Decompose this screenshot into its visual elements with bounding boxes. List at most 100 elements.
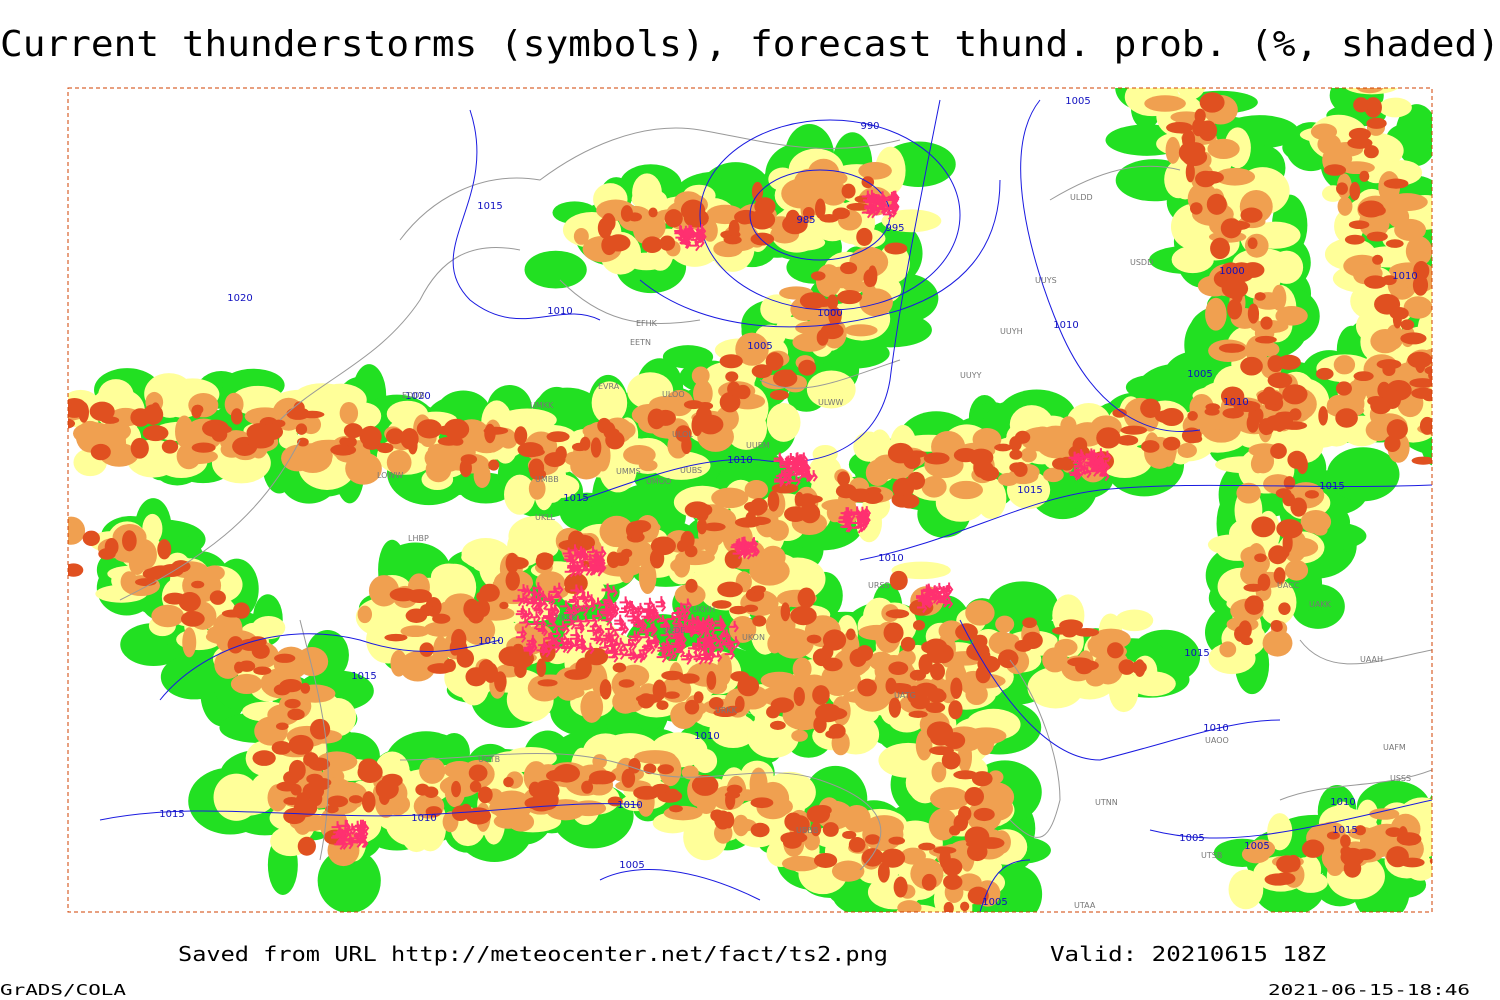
shade-cell: [806, 805, 831, 824]
shade-cell: [684, 699, 700, 715]
shade-cell: [1106, 642, 1124, 659]
shade-cell: [769, 820, 792, 867]
shade-cell: [828, 307, 842, 326]
shade-cell: [906, 450, 927, 458]
shade-cell: [451, 628, 467, 651]
shade-cell: [432, 613, 451, 624]
shade-cell: [1344, 234, 1365, 245]
shade-cell: [192, 404, 204, 415]
shade-cell: [1238, 620, 1252, 640]
shade-cell: [941, 751, 961, 770]
isobar-label: 1010: [547, 306, 572, 317]
shade-cell: [1258, 418, 1275, 436]
station-label: UUYY: [960, 371, 982, 380]
shade-cell: [362, 439, 382, 450]
shade-cell: [68, 516, 86, 545]
coastline: [1279, 639, 1432, 801]
shade-cell: [1348, 127, 1371, 141]
shade-cell: [1290, 497, 1307, 517]
shade-cell: [108, 421, 127, 453]
shade-cell: [1273, 872, 1296, 885]
shade-cell: [914, 682, 938, 697]
shade-cell: [1301, 420, 1349, 444]
shade-cell: [230, 673, 263, 694]
station-label: EFHK: [636, 319, 658, 328]
shade-cell: [234, 661, 244, 674]
shade-cell: [893, 876, 908, 898]
station-label: UKHH: [692, 605, 715, 614]
station-label: UUYH: [1000, 327, 1023, 336]
shade-cell: [918, 842, 936, 851]
shade-cell: [405, 608, 428, 623]
shade-cell: [1233, 400, 1261, 412]
shade-cell: [1296, 455, 1308, 475]
shade-cell: [1395, 104, 1432, 166]
shade-cell: [1214, 167, 1256, 186]
isobar-label: 1010: [1223, 397, 1248, 408]
shade-cell: [479, 583, 500, 602]
shade-cell: [665, 788, 680, 802]
shade-cell: [859, 288, 893, 317]
isobar-label: 1020: [227, 293, 252, 304]
shade-cell: [539, 474, 580, 499]
shade-cell: [517, 442, 544, 458]
shade-cell: [1400, 319, 1415, 331]
shade-cell: [275, 722, 289, 731]
shade-cell: [1337, 196, 1353, 216]
shade-cell: [780, 602, 791, 622]
isobar-label: 1010: [1053, 320, 1078, 331]
shade-cell: [669, 805, 683, 813]
shade-cell: [207, 625, 232, 640]
station-label: USDD: [1130, 258, 1153, 267]
shade-cell: [900, 636, 916, 652]
shade-cell: [514, 661, 527, 678]
station-label: UGTB: [478, 755, 500, 764]
shade-cell: [867, 265, 878, 287]
station-label: UKDE: [663, 626, 685, 635]
shade-cell: [1210, 237, 1230, 260]
shade-cell: [618, 679, 635, 688]
shade-cell: [78, 401, 89, 423]
shade-cell: [227, 636, 244, 654]
isobar-label: 1010: [478, 636, 503, 647]
shade-cell: [1333, 355, 1356, 375]
shade-cell: [702, 219, 718, 242]
shade-cell: [443, 418, 470, 440]
shade-cell: [798, 359, 817, 376]
shade-cell: [1199, 171, 1224, 184]
station-label: UUEM: [746, 441, 770, 450]
shade-cell: [1394, 218, 1427, 242]
shade-cell: [1276, 519, 1303, 539]
shade-cell: [765, 352, 784, 371]
shade-cell: [571, 534, 596, 551]
shade-cell: [647, 408, 666, 430]
shade-cell: [1270, 443, 1287, 459]
shade-cell: [674, 583, 706, 607]
shade-cell: [407, 436, 418, 455]
shade-cell: [1386, 193, 1428, 212]
shade-cell: [1335, 381, 1352, 396]
isobar: [749, 169, 891, 261]
shade-cell: [767, 519, 789, 541]
shade-cell: [621, 768, 636, 788]
station-label: ULOO: [662, 390, 685, 399]
shade-cell: [591, 381, 628, 425]
isobar-label: 995: [885, 223, 904, 234]
shade-cell: [750, 822, 770, 838]
shade-cell: [1364, 275, 1387, 289]
shade-cell: [68, 563, 84, 577]
isobar-label: 1015: [1319, 481, 1344, 492]
shade-cell: [729, 389, 747, 397]
isobar-label: 1005: [619, 860, 644, 871]
shade-cell: [992, 865, 1043, 912]
shade-cell: [524, 250, 587, 289]
shade-cell: [368, 575, 400, 607]
shade-cell: [478, 659, 495, 678]
shade-cell: [288, 734, 314, 755]
shade-cell: [925, 702, 946, 713]
station-label: EDDB: [402, 391, 425, 400]
shade-cell: [488, 459, 500, 471]
shade-cell: [0, 452, 37, 484]
shade-cell: [1414, 352, 1426, 374]
isobar: [599, 869, 761, 901]
